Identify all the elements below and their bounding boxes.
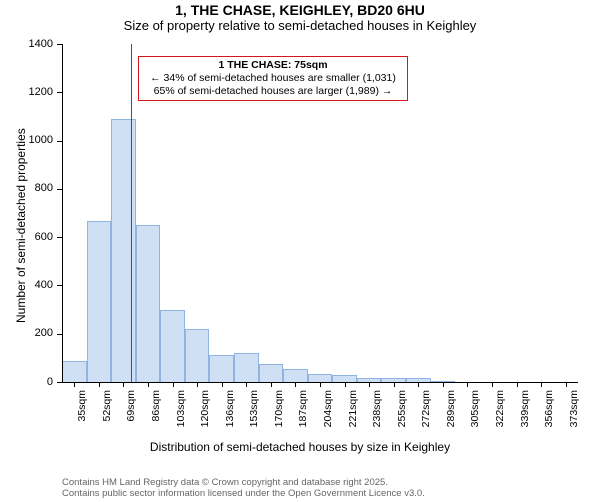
x-tick-mark: [246, 382, 247, 387]
y-tick-label: 0: [0, 376, 53, 388]
x-tick-label: 272sqm: [420, 390, 432, 440]
x-tick-label: 339sqm: [519, 390, 531, 440]
x-tick-label: 120sqm: [199, 390, 211, 440]
histogram-bar: [87, 221, 112, 382]
x-tick-label: 170sqm: [273, 390, 285, 440]
x-tick-mark: [271, 382, 272, 387]
x-tick-mark: [123, 382, 124, 387]
annotation-box: 1 THE CHASE: 75sqm← 34% of semi-detached…: [138, 56, 408, 101]
x-tick-label: 69sqm: [125, 390, 137, 440]
histogram-bar: [136, 225, 161, 382]
x-tick-mark: [566, 382, 567, 387]
x-tick-mark: [369, 382, 370, 387]
y-axis-label: Number of semi-detached properties: [14, 128, 28, 323]
y-tick-mark: [57, 285, 62, 286]
y-tick-mark: [57, 382, 62, 383]
x-tick-mark: [443, 382, 444, 387]
histogram-bar: [185, 329, 210, 382]
y-tick-mark: [57, 141, 62, 142]
y-tick-label: 1000: [0, 134, 53, 146]
x-tick-label: 52sqm: [101, 390, 113, 440]
y-tick-label: 800: [0, 182, 53, 194]
x-tick-mark: [345, 382, 346, 387]
x-tick-label: 373sqm: [568, 390, 580, 440]
histogram-bar: [160, 310, 185, 382]
y-tick-mark: [57, 334, 62, 335]
annotation-line-3: 65% of semi-detached houses are larger (…: [145, 85, 401, 98]
x-tick-mark: [492, 382, 493, 387]
x-tick-label: 221sqm: [347, 390, 359, 440]
histogram-bar: [332, 375, 357, 382]
x-tick-label: 305sqm: [469, 390, 481, 440]
x-tick-label: 187sqm: [297, 390, 309, 440]
y-tick-mark: [57, 92, 62, 93]
histogram-bar: [209, 355, 234, 382]
footer-attribution: Contains HM Land Registry data © Crown c…: [62, 477, 425, 499]
y-tick-mark: [57, 237, 62, 238]
histogram-bar: [62, 361, 87, 382]
x-tick-mark: [394, 382, 395, 387]
x-tick-mark: [197, 382, 198, 387]
x-tick-label: 255sqm: [396, 390, 408, 440]
histogram-bar: [234, 353, 259, 382]
y-tick-label: 600: [0, 231, 53, 243]
x-tick-label: 322sqm: [494, 390, 506, 440]
footer-line-1: Contains HM Land Registry data © Crown c…: [62, 477, 425, 488]
x-tick-label: 289sqm: [445, 390, 457, 440]
y-tick-label: 400: [0, 279, 53, 291]
x-tick-mark: [467, 382, 468, 387]
histogram-bar: [259, 364, 284, 382]
annotation-line-1: 1 THE CHASE: 75sqm: [145, 59, 401, 72]
reference-line: [131, 44, 132, 382]
x-tick-label: 204sqm: [322, 390, 334, 440]
y-tick-mark: [57, 189, 62, 190]
chart-area: Number of semi-detached properties Distr…: [0, 0, 600, 470]
x-tick-mark: [148, 382, 149, 387]
x-tick-mark: [418, 382, 419, 387]
x-axis-label: Distribution of semi-detached houses by …: [0, 440, 600, 454]
histogram-bar: [308, 374, 333, 382]
y-tick-label: 200: [0, 327, 53, 339]
x-tick-mark: [320, 382, 321, 387]
x-tick-mark: [222, 382, 223, 387]
x-tick-label: 86sqm: [150, 390, 162, 440]
x-tick-label: 103sqm: [175, 390, 187, 440]
y-tick-mark: [57, 44, 62, 45]
x-tick-mark: [517, 382, 518, 387]
x-tick-mark: [295, 382, 296, 387]
x-tick-mark: [74, 382, 75, 387]
x-tick-mark: [541, 382, 542, 387]
y-tick-label: 1400: [0, 38, 53, 50]
x-tick-label: 238sqm: [371, 390, 383, 440]
footer-line-2: Contains public sector information licen…: [62, 488, 425, 499]
x-tick-label: 136sqm: [224, 390, 236, 440]
x-tick-label: 35sqm: [76, 390, 88, 440]
annotation-line-2: ← 34% of semi-detached houses are smalle…: [145, 72, 401, 85]
y-tick-label: 1200: [0, 86, 53, 98]
x-tick-mark: [99, 382, 100, 387]
x-tick-mark: [173, 382, 174, 387]
x-tick-label: 356sqm: [543, 390, 555, 440]
histogram-bar: [283, 369, 308, 382]
x-tick-label: 153sqm: [248, 390, 260, 440]
histogram-bar: [111, 119, 136, 382]
